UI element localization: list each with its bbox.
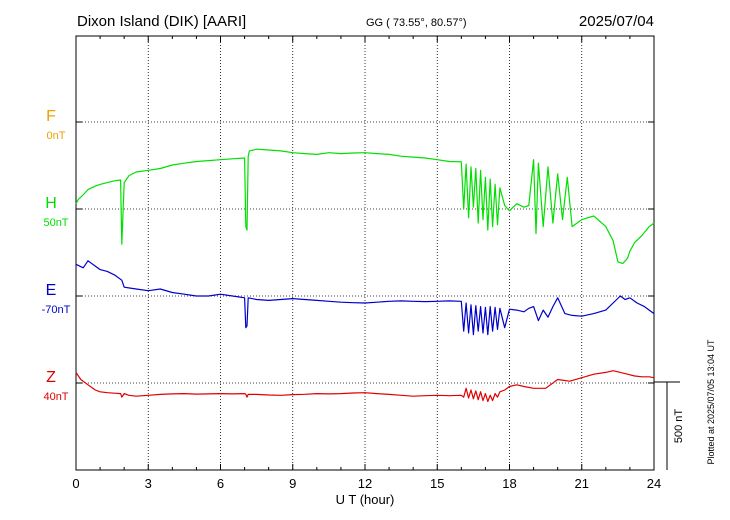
series-line-z (75, 370, 655, 403)
x-tick-label: 3 (145, 476, 152, 491)
series-name-e: E (46, 282, 57, 299)
series-layer (75, 148, 655, 403)
series-baseline-z: 40nT (43, 391, 68, 403)
series-name-z: Z (46, 369, 56, 386)
scale-bar: 500 nT (654, 381, 685, 470)
date-label: 2025/07/04 (579, 13, 654, 30)
x-axis-ticks: 0 3 6 9 12 15 18 21 24 (72, 36, 661, 491)
series-name-f: F (46, 108, 56, 125)
series-baseline-h: 50nT (43, 217, 68, 229)
x-tick-label: 0 (72, 476, 79, 491)
series-legend: F 0nT H 50nT E -70nT Z 40nT (42, 108, 71, 403)
x-tick-label: 15 (430, 476, 444, 491)
plotted-at-note: Plotted at 2025/07/05 13:04 UT (706, 339, 716, 465)
series-line-e (75, 260, 655, 336)
series-name-h: H (45, 195, 57, 212)
grid-lines (76, 36, 654, 470)
series-baseline-e: -70nT (42, 304, 71, 316)
scale-bar-label: 500 nT (673, 409, 685, 444)
x-axis-label: U T (hour) (336, 492, 395, 507)
x-tick-label: 24 (647, 476, 661, 491)
x-tick-label: 21 (575, 476, 589, 491)
coords-label: GG ( 73.55°, 80.57°) (366, 17, 467, 29)
x-tick-label: 9 (289, 476, 296, 491)
x-tick-label: 18 (502, 476, 516, 491)
x-tick-label: 6 (217, 476, 224, 491)
station-title: Dixon Island (DIK) [AARI] (77, 13, 246, 30)
x-tick-label: 12 (358, 476, 372, 491)
series-line-h (75, 148, 655, 265)
series-baseline-f: 0nT (47, 130, 66, 142)
